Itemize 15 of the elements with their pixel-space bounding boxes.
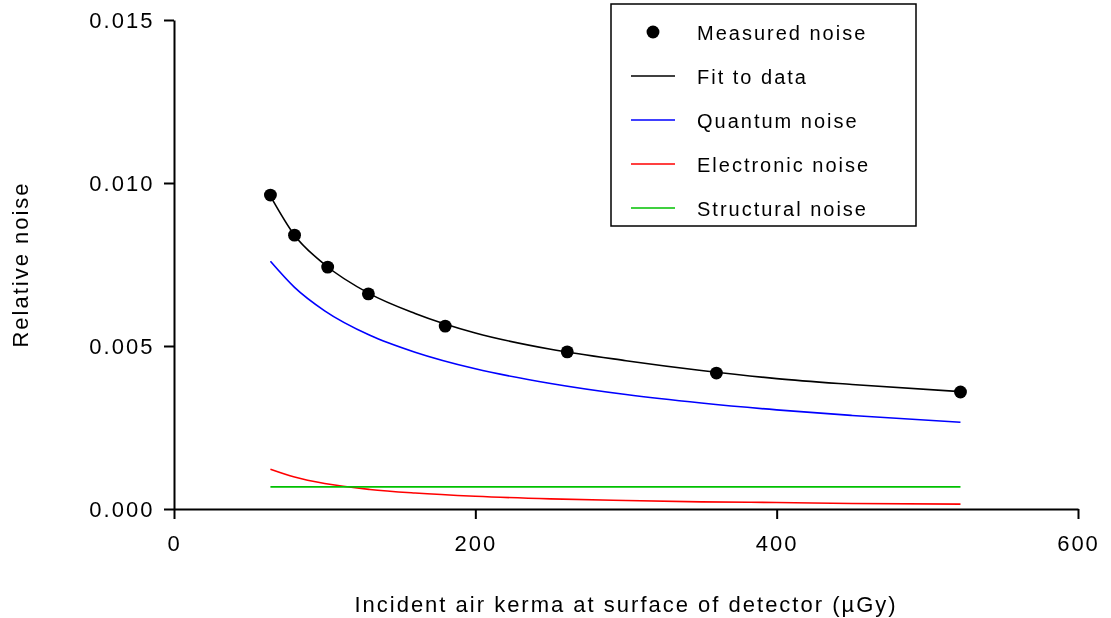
x-tick-label: 400 <box>755 530 799 556</box>
y-axis-title: Relative noise <box>8 181 33 348</box>
legend-label: Fit to data <box>697 66 808 88</box>
legend-label: Measured noise <box>697 22 868 44</box>
legend-label: Quantum noise <box>697 110 859 132</box>
y-tick-label: 0.000 <box>89 496 155 522</box>
legend-label: Electronic noise <box>697 154 871 176</box>
x-tick-label: 600 <box>1057 530 1100 556</box>
y-tick-label: 0.015 <box>89 7 155 33</box>
x-axis-title: Incident air kerma at surface of detector (µGy) <box>354 592 898 617</box>
y-tick-label: 0.010 <box>89 170 155 196</box>
y-tick-label: 0.005 <box>89 333 155 359</box>
x-tick-label: 200 <box>454 530 498 556</box>
legend-label: Structural noise <box>697 198 868 220</box>
x-tick-label: 0 <box>167 530 182 556</box>
